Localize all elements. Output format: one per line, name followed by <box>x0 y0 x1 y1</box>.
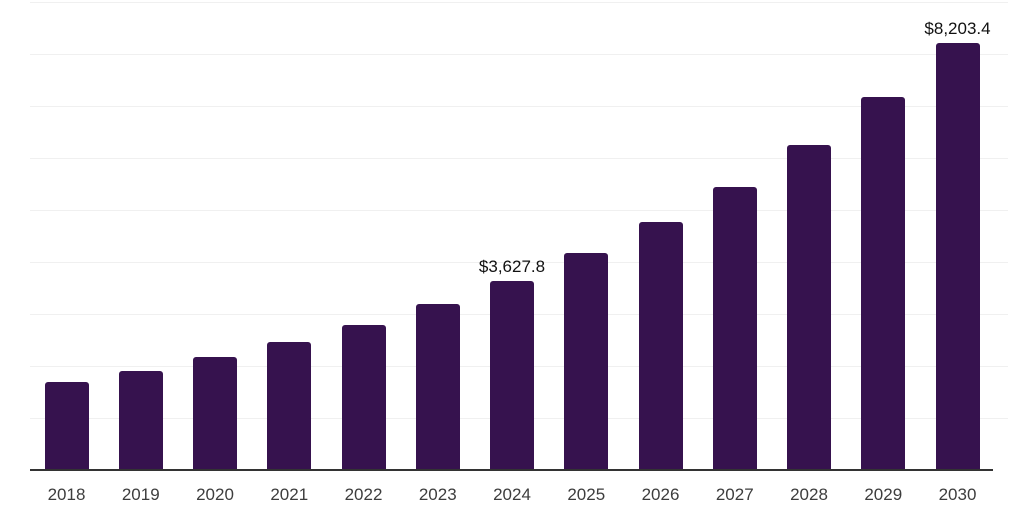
gridline <box>30 54 1008 55</box>
bar-2020 <box>193 356 237 470</box>
gridline <box>30 106 1008 107</box>
x-tick-label: 2023 <box>418 485 457 504</box>
x-tick-label: 2025 <box>567 485 606 504</box>
x-axis-line <box>30 469 993 471</box>
x-tick-label: 2020 <box>196 485 234 504</box>
bar-2025 <box>564 252 609 470</box>
bar-2018 <box>44 382 89 470</box>
bar-2026 <box>638 221 683 470</box>
x-tick-label: 2024 <box>493 485 531 504</box>
bar-2023 <box>415 303 460 470</box>
x-tick-label: 2028 <box>790 485 828 504</box>
bar-2028 <box>787 144 831 470</box>
x-tick-label: 2021 <box>270 485 309 504</box>
bar-2029 <box>861 96 906 470</box>
x-tick-label: 2019 <box>121 485 160 504</box>
x-tick-label: 2022 <box>344 485 383 504</box>
gridline <box>30 158 1008 159</box>
x-tick-label: 2029 <box>864 485 903 504</box>
bar-2024 <box>490 281 534 470</box>
x-tick-label: 2030 <box>938 485 977 504</box>
bar-value-label: $3,627.8 <box>478 257 546 277</box>
x-tick-label: 2026 <box>641 485 680 504</box>
gridline <box>30 2 1008 3</box>
x-tick-label: 2027 <box>715 485 754 504</box>
x-tick-label: 2018 <box>47 485 86 504</box>
gridline <box>30 210 1008 211</box>
bar-2030 <box>935 43 980 470</box>
bar-2022 <box>341 324 386 470</box>
bar-value-label: $8,203.4 <box>924 19 991 39</box>
bar-2019 <box>118 370 163 470</box>
gridline <box>30 262 1008 263</box>
bar-2021 <box>267 341 312 470</box>
bar-2027 <box>712 186 757 470</box>
